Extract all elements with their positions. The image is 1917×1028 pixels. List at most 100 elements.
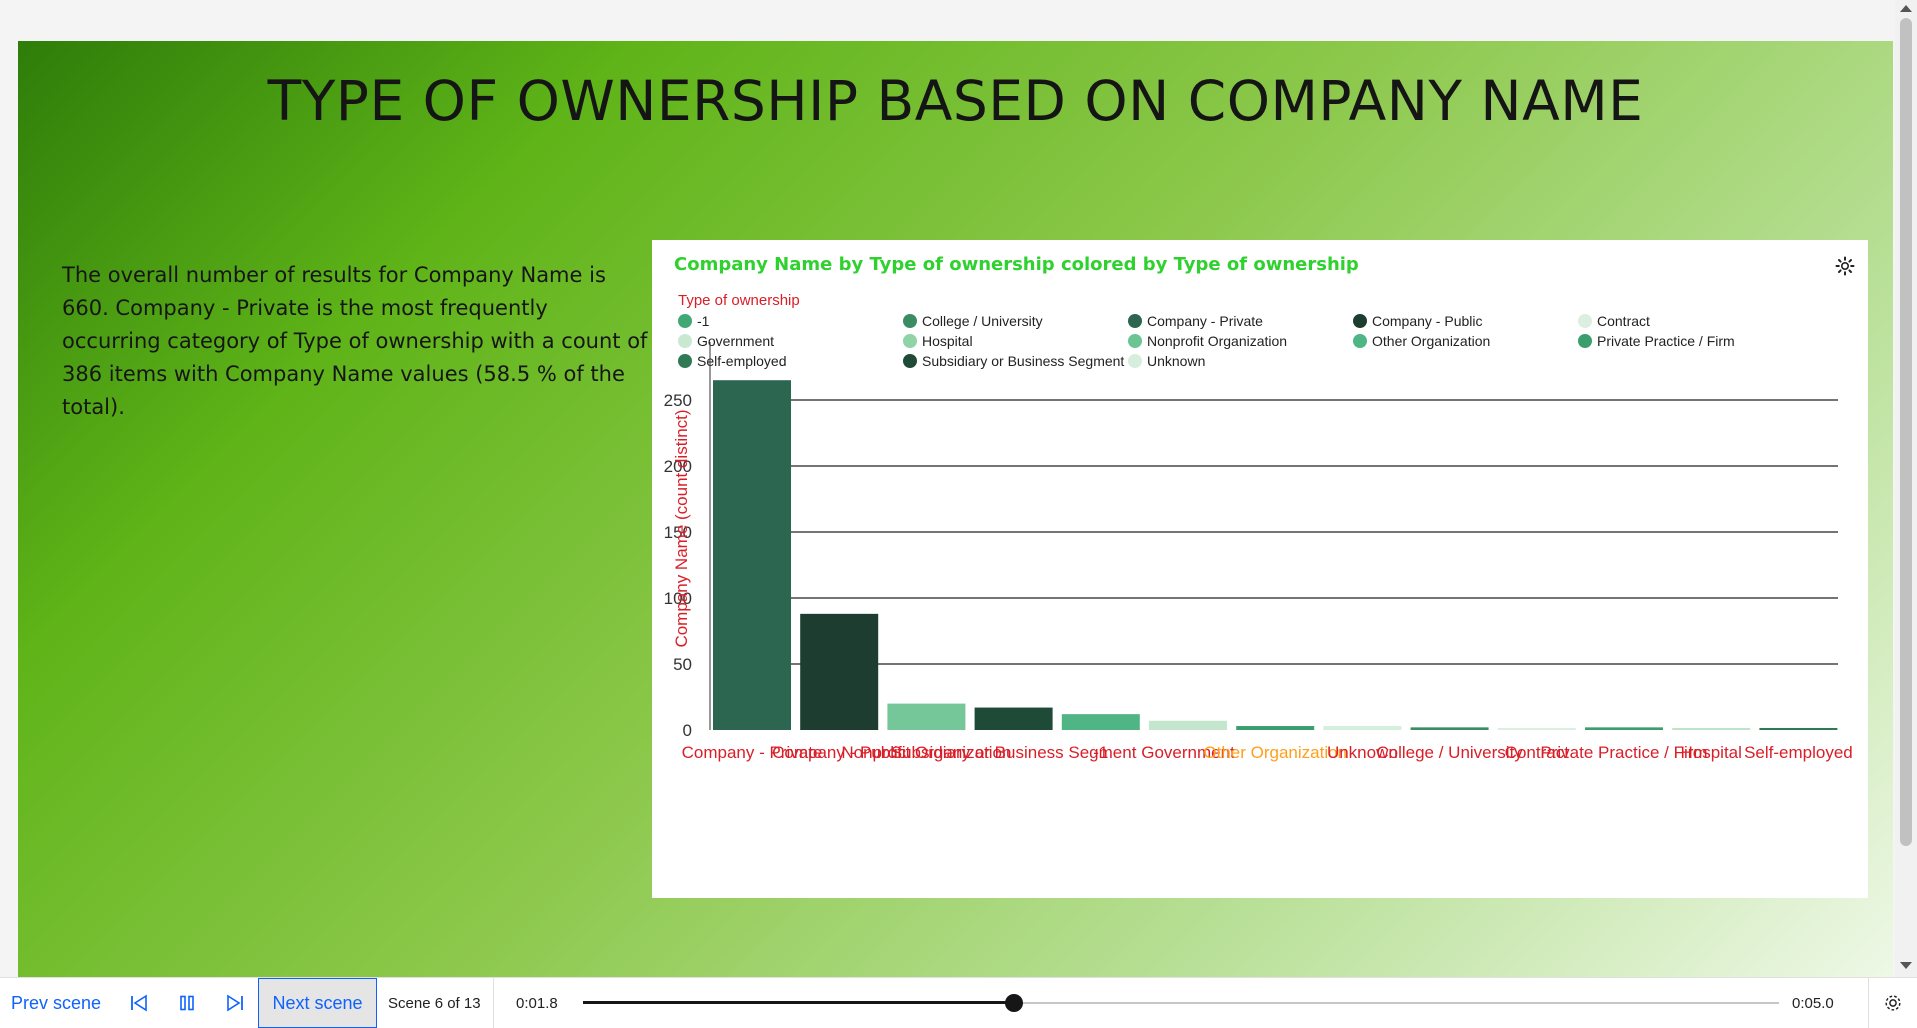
bar[interactable]: [1149, 720, 1227, 730]
y-tick-label: 150: [664, 523, 692, 542]
legend-item[interactable]: Self-employed: [678, 352, 903, 369]
bar[interactable]: [887, 703, 966, 730]
legend-swatch: [1578, 313, 1592, 328]
progress-knob[interactable]: [1004, 994, 1023, 1012]
elapsed-time: 0:01.8: [516, 994, 558, 1012]
skip-forward-button[interactable]: [218, 978, 252, 1028]
pause-icon: [180, 995, 194, 1011]
legend-label: Self-employed: [697, 352, 787, 369]
scene-title: TYPE OF OWNERSHIP BASED ON COMPANY NAME: [267, 69, 1644, 133]
legend-item[interactable]: Government: [678, 332, 903, 349]
bar[interactable]: [1236, 726, 1315, 730]
legend-item[interactable]: Nonprofit Organization: [1128, 332, 1353, 349]
bar[interactable]: [974, 707, 1053, 730]
scroll-up-arrow-icon[interactable]: [1900, 5, 1912, 12]
legend-label: Hospital: [922, 332, 973, 349]
bar[interactable]: [1410, 727, 1489, 730]
x-tick-label: Private Practice / Firm: [1540, 743, 1707, 762]
x-tick-label: Contract: [1505, 743, 1570, 762]
legend-swatch: [903, 353, 917, 368]
bar[interactable]: [713, 380, 791, 730]
total-time: 0:05.0: [1792, 994, 1834, 1012]
skip-back-icon: [131, 994, 147, 1012]
legend-swatch: [1578, 333, 1592, 348]
next-scene-button[interactable]: Next scene: [258, 978, 377, 1028]
x-tick-label: College / University: [1376, 743, 1523, 762]
legend-swatch: [678, 353, 692, 368]
skip-back-button[interactable]: [122, 978, 156, 1028]
legend-item[interactable]: College / University: [903, 312, 1128, 329]
bar[interactable]: [1497, 728, 1576, 730]
legend-item[interactable]: -1: [678, 312, 903, 329]
legend-swatch: [1353, 313, 1367, 328]
legend-swatch: [1128, 313, 1142, 328]
vertical-scrollbar[interactable]: [1895, 0, 1917, 977]
scene-counter: Scene 6 of 13: [388, 994, 481, 1012]
legend-item[interactable]: Other Organization: [1353, 332, 1578, 349]
legend-swatch: [1128, 333, 1142, 348]
legend-label: Unknown: [1147, 352, 1206, 369]
legend-label: Other Organization: [1372, 332, 1491, 349]
legend-label: College / University: [922, 312, 1043, 329]
x-tick-label: Nonprofit Organization: [841, 743, 1011, 762]
legend-item[interactable]: Company - Public: [1353, 312, 1578, 329]
legend-label: Private Practice / Firm: [1597, 332, 1735, 349]
x-tick-label: Company - Public: [772, 743, 907, 762]
legend-label: Nonprofit Organization: [1147, 332, 1288, 349]
y-tick-label: 0: [683, 721, 692, 740]
legend-label: Subsidiary or Business Segment: [922, 352, 1125, 369]
legend-label: -1: [697, 312, 710, 329]
x-tick-label: Self-employed: [1744, 743, 1853, 762]
legend-item[interactable]: Contract: [1578, 312, 1803, 329]
skip-forward-icon: [227, 994, 243, 1012]
legend-swatch: [678, 313, 692, 328]
legend-swatch: [1353, 333, 1367, 348]
summary-text: The overall number of results for Compan…: [62, 263, 648, 419]
y-tick-label: 50: [673, 655, 692, 674]
y-axis-title: Company Name (count distinct): [672, 409, 691, 647]
progress-fill: [583, 1001, 1014, 1004]
bar[interactable]: [800, 613, 879, 730]
bar[interactable]: [1672, 728, 1751, 730]
legend-item[interactable]: Unknown: [1128, 352, 1353, 369]
legend-swatch: [1128, 353, 1142, 368]
legend-item[interactable]: Company - Private: [1128, 312, 1353, 329]
bar[interactable]: [1759, 728, 1838, 730]
settings-gear-icon[interactable]: [1834, 255, 1856, 277]
legend-swatch: [903, 313, 917, 328]
legend-label: Contract: [1597, 312, 1650, 329]
bar[interactable]: [1585, 727, 1663, 730]
y-tick-label: 250: [664, 391, 692, 410]
legend-swatch: [903, 333, 917, 348]
pause-button[interactable]: [170, 978, 204, 1028]
bar[interactable]: [1323, 726, 1402, 730]
chart-card: Company Name by Type of ownership colore…: [652, 240, 1868, 898]
chart-legend: -1 College / University Company - Private C…: [678, 312, 1838, 369]
legend-item[interactable]: Subsidiary or Business Segment: [903, 352, 1128, 369]
y-tick-label: 100: [664, 589, 692, 608]
legend-label: Company - Public: [1372, 312, 1483, 329]
x-tick-label: Other Organization: [1203, 743, 1347, 762]
x-tick-label: Subsidiary or Business Segment: [891, 743, 1137, 762]
chart-title: Company Name by Type of ownership colore…: [674, 254, 1359, 275]
settings-icon: [1885, 995, 1901, 1011]
legend-swatch: [678, 333, 692, 348]
x-tick-label: Company - Private: [682, 743, 823, 762]
progress-track[interactable]: [583, 994, 1779, 1012]
player-divider: [1868, 978, 1869, 1028]
scene-player-bar: Prev scene Next scene Scene 6 of 13 0:01…: [0, 977, 1917, 1028]
legend-item[interactable]: Hospital: [903, 332, 1128, 349]
legend-label: Company - Private: [1147, 312, 1263, 329]
player-settings-button[interactable]: [1876, 978, 1910, 1028]
scroll-down-arrow-icon[interactable]: [1900, 962, 1912, 969]
x-tick-label: -1: [1093, 743, 1108, 762]
scroll-thumb[interactable]: [1900, 18, 1912, 846]
x-tick-label: Unknown: [1327, 743, 1398, 762]
bar[interactable]: [1061, 714, 1140, 730]
legend-item[interactable]: Private Practice / Firm: [1578, 332, 1803, 349]
x-tick-label: Hospital: [1680, 743, 1741, 762]
prev-scene-button[interactable]: Prev scene: [10, 992, 102, 1013]
legend-title: Type of ownership: [678, 292, 800, 309]
scene-canvas: TYPE OF OWNERSHIP BASED ON COMPANY NAME …: [18, 41, 1893, 977]
